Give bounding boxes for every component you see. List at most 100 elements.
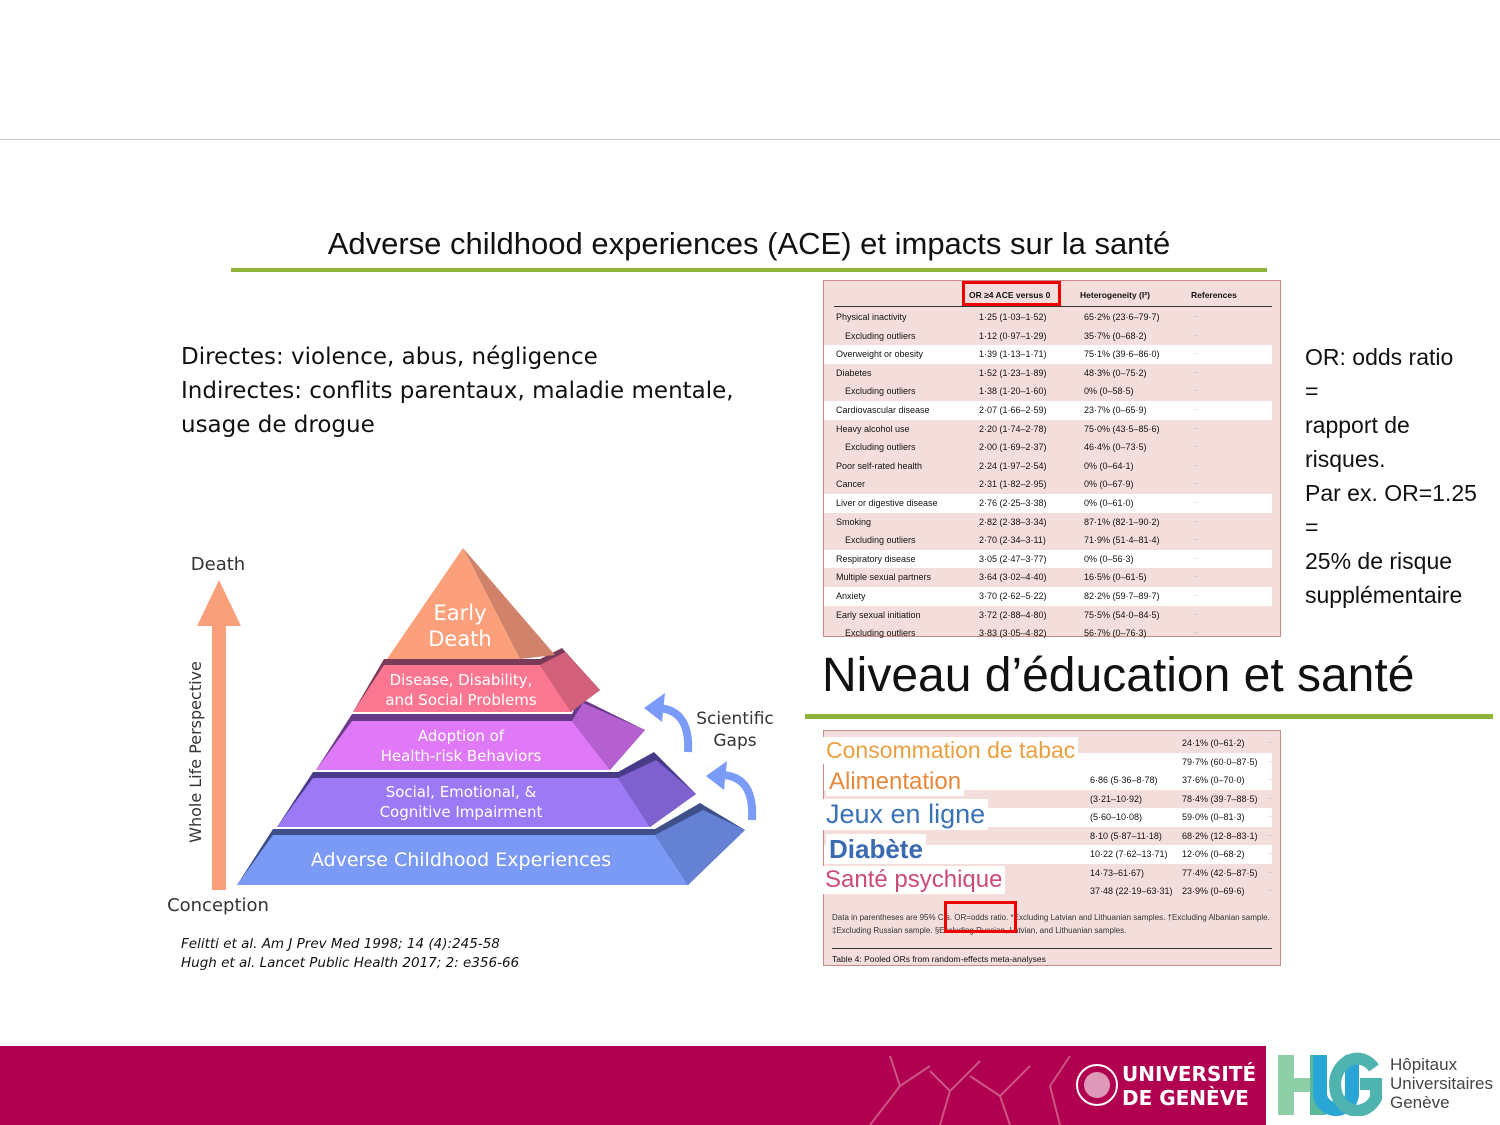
bullet-indirect-cont: usage de drogue xyxy=(181,412,375,438)
row-label: Poor self-rated health xyxy=(836,460,923,471)
unige-seal-icon xyxy=(1076,1064,1118,1106)
row-references: ··· xyxy=(1194,462,1198,468)
header-rule xyxy=(834,306,1272,307)
row-references: ··· xyxy=(1268,832,1272,838)
level-disease xyxy=(353,665,571,712)
row-label: Multiple sexual partners xyxy=(836,572,932,583)
row-heterogeneity: 0% (0–61·0) xyxy=(1084,498,1134,508)
table-row: Poor self-rated health 2·24 (1·97–2·54) 0%… xyxy=(824,457,1272,476)
overlay-alimentation: Alimentation xyxy=(826,768,965,796)
row-or: 3·72 (2·88–4·80) xyxy=(979,609,1047,620)
row-references: ··· xyxy=(1194,444,1198,450)
hug-logo-icon xyxy=(1278,1052,1382,1116)
row-or: 2·07 (1·66–2·59) xyxy=(979,405,1047,415)
hug-line-1: Hôpitaux xyxy=(1390,1055,1458,1074)
bullet-indirect: Indirectes: conflits parentaux, maladie … xyxy=(181,378,734,404)
row-heterogeneity: 0% (0–58·5) xyxy=(1084,386,1134,397)
table-row: Multiple sexual partners 3·64 (3·02–4·40)… xyxy=(824,568,1272,587)
row-references: ··· xyxy=(1194,593,1198,598)
row-label: Excluding outliers xyxy=(845,628,916,639)
table-row: Overweight or obesity 1·39 (1·13–1·71) 75·… xyxy=(824,345,1272,364)
unige-logo: UNIVERSITÉ DE GENÈVE xyxy=(1122,1062,1256,1110)
level-early-death xyxy=(387,548,520,659)
table-row: Early sexual initiation 3·72 (2·88–4·80) 7… xyxy=(824,606,1272,625)
row-or: 2·20 (1·74–2·78) xyxy=(979,423,1047,434)
row-references: ··· xyxy=(1194,425,1198,431)
row-heterogeneity: 24·1% (0–61·2) xyxy=(1182,738,1245,748)
table-row: Excluding outliers 2·70 (2·34–3·11) 71·9% … xyxy=(824,531,1272,550)
table-row: 8·10 (5·87–11·18) 68·2% (12·8–83·1) ··· xyxy=(824,827,1272,846)
row-or: 3·05 (2·47–3·77) xyxy=(979,553,1047,564)
ace-pyramid: Death Conception Whole Life Perspective … xyxy=(167,548,774,916)
row-or: 1·25 (1·03–1·52) xyxy=(979,312,1047,322)
or-highlight-box xyxy=(962,281,1061,306)
row-label: Heavy alcohol use xyxy=(836,423,910,434)
row-or: 2·24 (1·97–2·54) xyxy=(979,460,1047,471)
table-row: Cardiovascular disease 2·07 (1·66–2·59) 23… xyxy=(824,401,1272,420)
row-references: ··· xyxy=(1194,369,1198,375)
table-row: 14·73–61·67) 77·4% (42·5–87·5) ··· xyxy=(824,864,1272,883)
row-or: 14·73–61·67) xyxy=(1090,867,1145,878)
row-heterogeneity: 0% (0–64·1) xyxy=(1084,460,1134,471)
row-heterogeneity: 71·9% (51·4–81·4) xyxy=(1084,535,1160,546)
unige-line-1: UNIVERSITÉ xyxy=(1122,1062,1257,1086)
row-heterogeneity: 23·7% (0–65·9) xyxy=(1084,405,1147,415)
title-underline xyxy=(231,268,1267,272)
row-label: Excluding outliers xyxy=(845,330,916,341)
citation-felitti: Felitti et al. Am J Prev Med 1998; 14 (4… xyxy=(181,936,500,952)
odds-ratio-note: OR: odds ratio = rapport de risques. Par… xyxy=(1305,344,1477,608)
table-row: Anxiety 3·70 (2·62–5·22) 82·2% (59·7–89·7)… xyxy=(824,587,1272,606)
header-divider xyxy=(0,139,1500,140)
row-or: 37·48 (22·19–63·31) xyxy=(1090,886,1173,896)
row-references: ··· xyxy=(1194,407,1198,412)
overlay-tabac: Consommation de tabac xyxy=(823,737,1079,764)
level-behaviors xyxy=(316,721,610,770)
section-underline xyxy=(805,714,1493,719)
table-row: Smoking 2·82 (2·38–3·34) 87·1% (82·1–90·2)… xyxy=(824,513,1272,532)
table-row: Excluding outliers 1·12 (0·97–1·29) 35·7% … xyxy=(824,327,1272,346)
overlay-sante-psychique: Santé psychique xyxy=(822,866,1006,894)
hug-name: Hôpitaux Universitaires Genève xyxy=(1390,1055,1493,1112)
row-references: ··· xyxy=(1268,888,1272,893)
row-references: ··· xyxy=(1268,814,1272,819)
level-impairment xyxy=(277,778,650,827)
row-references: ··· xyxy=(1268,795,1272,801)
row-or: 3·83 (3·05–4·82) xyxy=(979,628,1047,639)
row-heterogeneity: 46·4% (0–73·5) xyxy=(1084,442,1147,453)
table-row: 10·22 (7·62–13·71) 12·0% (0–68·2) ··· xyxy=(824,845,1272,864)
row-heterogeneity: 82·2% (59·7–89·7) xyxy=(1084,591,1160,601)
row-or: 1·39 (1·13–1·71) xyxy=(979,349,1047,360)
level-5-text: Adverse Childhood Experiences xyxy=(311,849,611,871)
table-footnote: Data in parentheses are 95% CIs. OR=odds… xyxy=(832,913,1270,935)
row-label: Respiratory disease xyxy=(836,553,916,564)
row-label: Excluding outliers xyxy=(845,535,916,546)
row-label: Excluding outliers xyxy=(845,386,916,397)
row-heterogeneity: 75·1% (39·6–86·0) xyxy=(1084,349,1160,360)
gap-arrow-head-1 xyxy=(644,693,665,722)
overlay-diabete: Diabète xyxy=(826,834,926,864)
row-references: ··· xyxy=(1268,851,1272,856)
table-caption: Table 4: Pooled ORs from random-effects … xyxy=(832,948,1272,964)
gaps-label-1: Scientific xyxy=(696,709,774,729)
row-heterogeneity: 68·2% (12·8–83·1) xyxy=(1182,830,1258,841)
row-heterogeneity: 0% (0–67·9) xyxy=(1084,479,1134,490)
axis-label: Whole Life Perspective xyxy=(186,661,205,843)
row-label: Excluding outliers xyxy=(845,442,916,453)
level-2-text: Disease, Disability, and Social Problems xyxy=(385,671,537,709)
row-label: Anxiety xyxy=(836,591,866,601)
row-references: ··· xyxy=(1268,758,1272,764)
table-row: Respiratory disease 3·05 (2·47–3·77) 0% (0… xyxy=(824,549,1272,569)
row-heterogeneity: 16·5% (0–61·5) xyxy=(1084,572,1147,583)
or-definition-highlight xyxy=(944,901,1017,933)
ace-or-table: OR ≥4 ACE versus 0 Heterogeneity (I²) Re… xyxy=(823,280,1281,638)
row-heterogeneity: 56·7% (0–76·3) xyxy=(1084,628,1147,639)
row-heterogeneity: 35·7% (0–68·2) xyxy=(1084,330,1147,341)
row-label: Diabetes xyxy=(836,367,872,378)
row-or: 3·70 (2·62–5·22) xyxy=(979,591,1047,601)
table-row: Cancer 2·31 (1·82–2·95) 0% (0–67·9) ··· xyxy=(824,475,1272,494)
row-or: (3·21–10·92) xyxy=(1090,793,1143,804)
row-or: 3·64 (3·02–4·40) xyxy=(979,572,1047,583)
row-references: ··· xyxy=(1194,332,1198,338)
row-heterogeneity: 65·2% (23·6–79·7) xyxy=(1084,312,1160,322)
row-references: ··· xyxy=(1194,500,1198,505)
